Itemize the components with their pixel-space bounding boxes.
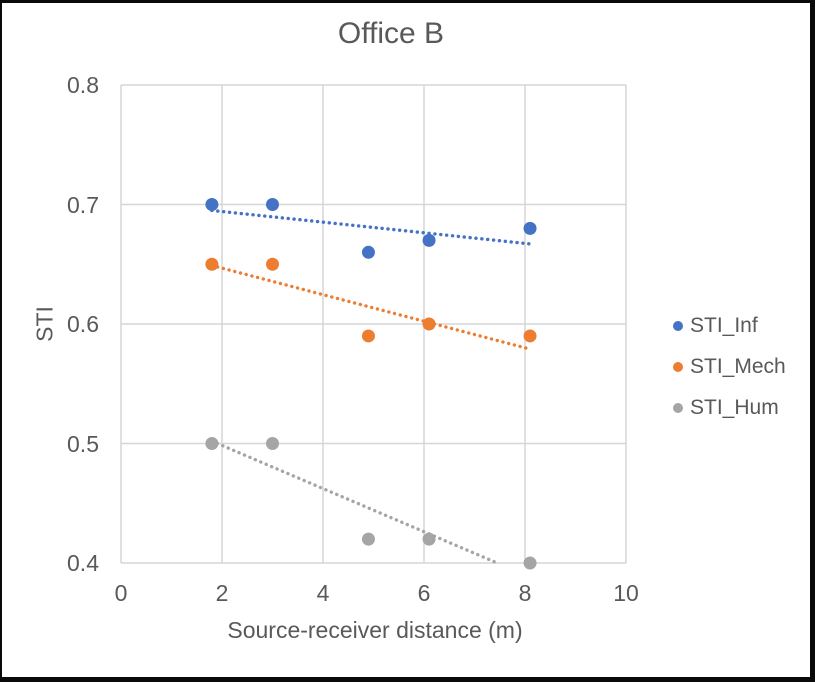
data-point-STI_Mech [361, 329, 375, 343]
legend-label: STI_Inf [690, 313, 758, 337]
data-point-STI_Mech [523, 329, 537, 343]
data-point-STI_Mech [205, 257, 219, 271]
y-tick-label: 0.4 [67, 550, 99, 576]
x-tick-label: 4 [316, 580, 330, 606]
legend-label: STI_Mech [690, 354, 786, 378]
data-point-STI_Inf [422, 233, 436, 247]
legend-marker-icon [673, 361, 683, 372]
data-point-STI_Inf [266, 198, 279, 211]
x-tick-label: 0 [114, 580, 128, 606]
x-axis-title: Source-receiver distance (m) [227, 617, 523, 643]
y-tick-label: 0.5 [67, 430, 99, 457]
data-point-STI_Inf [205, 198, 219, 211]
legend-marker-icon [673, 320, 683, 331]
y-tick-label: 0.8 [67, 72, 99, 98]
x-tick-label: 6 [417, 580, 431, 606]
data-point-STI_Hum [523, 556, 537, 570]
y-tick-label: 0.6 [67, 311, 99, 337]
x-tick-label: 2 [215, 580, 229, 606]
data-point-STI_Mech [422, 317, 436, 331]
data-point-STI_Hum [361, 532, 375, 546]
legend: STI_Inf STI_Mech STI_Hum [667, 305, 786, 428]
trendline-STI_Inf [210, 208, 532, 246]
y-tick-label: 0.7 [67, 191, 99, 218]
legend-item-STI_Inf: STI_Inf [667, 305, 786, 346]
legend-marker-icon [673, 402, 683, 413]
data-point-STI_Mech [266, 257, 279, 271]
legend-label: STI_Hum [690, 395, 779, 419]
legend-item-STI_Mech: STI_Mech [667, 346, 786, 387]
trendline-STI_Mech [210, 263, 532, 351]
trendline-STI_Hum [210, 439, 499, 565]
chart-title: Office B [337, 17, 445, 50]
legend-item-STI_Hum: STI_Hum [667, 387, 786, 428]
data-point-STI_Hum [266, 437, 279, 450]
data-point-STI_Inf [361, 245, 375, 259]
x-tick-label: 10 [613, 580, 639, 606]
data-point-STI_Hum [422, 532, 436, 546]
data-point-STI_Hum [205, 437, 219, 450]
data-point-STI_Inf [523, 221, 537, 235]
x-tick-label: 8 [518, 580, 532, 606]
